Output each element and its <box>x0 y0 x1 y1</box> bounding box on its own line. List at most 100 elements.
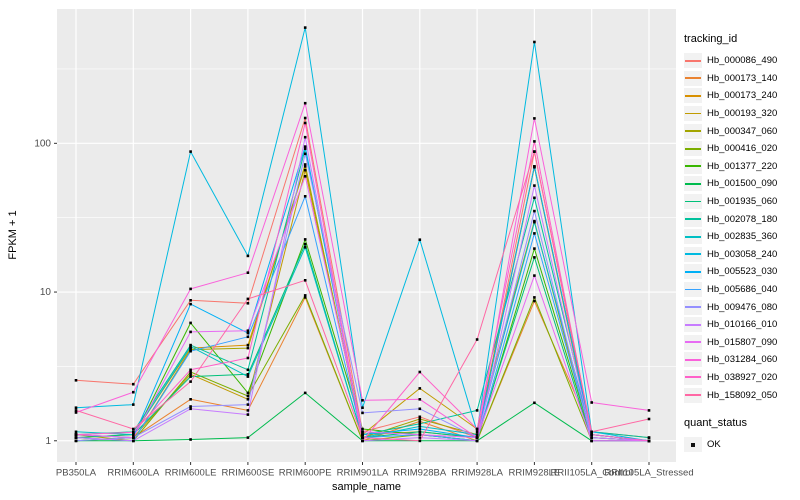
data-point <box>303 294 307 297</box>
data-point <box>189 373 192 376</box>
data-point <box>303 116 307 120</box>
legend-line-icon <box>685 235 701 238</box>
data-point <box>303 26 307 29</box>
legend-color-swatch <box>684 158 702 174</box>
legend-item: Hb_000347_060 <box>684 122 777 140</box>
data-point <box>189 398 192 401</box>
data-point <box>418 433 422 436</box>
data-point <box>189 343 192 347</box>
data-point <box>303 391 307 395</box>
legend-color-swatch <box>684 317 702 333</box>
data-point <box>189 287 192 291</box>
legend-item-label: Hb_000416_020 <box>707 143 778 155</box>
legend-item: Hb_000086_490 <box>684 52 777 70</box>
data-point <box>303 121 307 125</box>
x-tick-label: RRIM600PE <box>279 468 332 479</box>
legend-item: Hb_003058_240 <box>684 246 777 264</box>
legend-item: Hb_158092_050 <box>684 386 777 404</box>
legend-item-label: Hb_005523_030 <box>707 266 778 278</box>
data-point <box>246 413 250 416</box>
legend-color-swatch <box>684 53 702 69</box>
quant-legend-label: OK <box>707 439 721 451</box>
data-point <box>533 117 536 120</box>
data-point <box>418 407 422 411</box>
legend-color-swatch <box>684 387 702 403</box>
data-point <box>418 238 422 241</box>
x-axis-title: sample_name <box>331 481 402 493</box>
data-point <box>74 379 78 382</box>
data-point <box>533 274 536 277</box>
data-point <box>590 433 593 436</box>
legend-item: Hb_010166_010 <box>684 316 777 334</box>
legend-line-icon <box>685 288 701 291</box>
data-point <box>475 439 479 443</box>
legend-item-label: Hb_015807_090 <box>707 336 778 348</box>
data-point <box>246 271 250 274</box>
legend-line-icon <box>685 165 701 168</box>
legend-color-swatch <box>684 264 702 280</box>
data-point <box>590 401 593 404</box>
legend-item-label: Hb_009476_080 <box>707 301 778 313</box>
legend-color-swatch <box>684 88 702 104</box>
data-point <box>533 256 536 259</box>
data-point <box>246 335 250 339</box>
x-tick-label: RRII105LA_Stressed <box>604 468 693 479</box>
data-point <box>189 346 192 350</box>
data-point <box>246 329 250 332</box>
data-point <box>590 430 593 434</box>
data-point <box>590 439 593 443</box>
data-point <box>303 165 307 168</box>
data-point <box>189 368 192 372</box>
legend-line-icon <box>685 376 701 379</box>
legend-color-swatch <box>684 282 702 298</box>
data-point <box>418 439 422 443</box>
data-point <box>246 356 250 360</box>
data-point <box>132 382 135 386</box>
legend-item-label: Hb_001377_220 <box>707 160 778 172</box>
data-point <box>189 375 192 378</box>
data-point <box>475 409 479 412</box>
data-point <box>418 430 422 434</box>
data-point <box>533 196 536 200</box>
x-tick-label: RRIM600LE <box>165 468 217 479</box>
data-point <box>132 431 135 434</box>
data-point <box>74 406 78 409</box>
legend-line-icon <box>685 341 701 344</box>
data-point <box>303 147 307 150</box>
y-axis-ticks: 1 10 100 <box>34 139 57 447</box>
x-tick-label: RRII105LA_Control <box>551 468 633 479</box>
legend-item-label: Hb_002835_360 <box>707 231 778 243</box>
data-point <box>74 436 78 439</box>
legend-color-swatch <box>684 246 702 262</box>
x-tick-label: RRIM928LE <box>509 468 561 479</box>
legend-item-label: Hb_010166_010 <box>707 319 778 331</box>
legend-item-label: Hb_003058_240 <box>707 248 778 260</box>
x-tick-label: RRIM600SE <box>221 468 274 479</box>
legend-line-icon <box>685 394 701 396</box>
data-point <box>418 427 422 431</box>
data-point <box>246 436 250 439</box>
data-point <box>303 152 307 156</box>
data-point <box>189 407 192 411</box>
data-point <box>303 135 307 139</box>
quant-legend-title: quant_status <box>684 416 747 429</box>
data-point <box>418 417 422 421</box>
data-point <box>361 399 364 402</box>
point-markers <box>74 26 651 443</box>
data-point <box>533 184 536 187</box>
legend-item-label: Hb_005686_040 <box>707 284 778 296</box>
legend-item: Hb_005523_030 <box>684 263 777 281</box>
legend-color-swatch <box>684 352 702 368</box>
data-point <box>418 425 422 428</box>
legend-line-icon <box>685 253 701 256</box>
legend-item: Hb_000173_140 <box>684 70 777 88</box>
tracking-legend-title: tracking_id <box>684 33 738 45</box>
data-point <box>361 411 364 415</box>
legend-item-label: Hb_000193_320 <box>707 108 778 120</box>
legend-color-swatch <box>684 334 702 350</box>
legend-line-icon <box>685 200 701 203</box>
data-point <box>189 380 192 383</box>
data-point <box>475 436 479 439</box>
legend-item: Hb_001935_060 <box>684 193 777 211</box>
legend-color-swatch <box>684 106 702 122</box>
